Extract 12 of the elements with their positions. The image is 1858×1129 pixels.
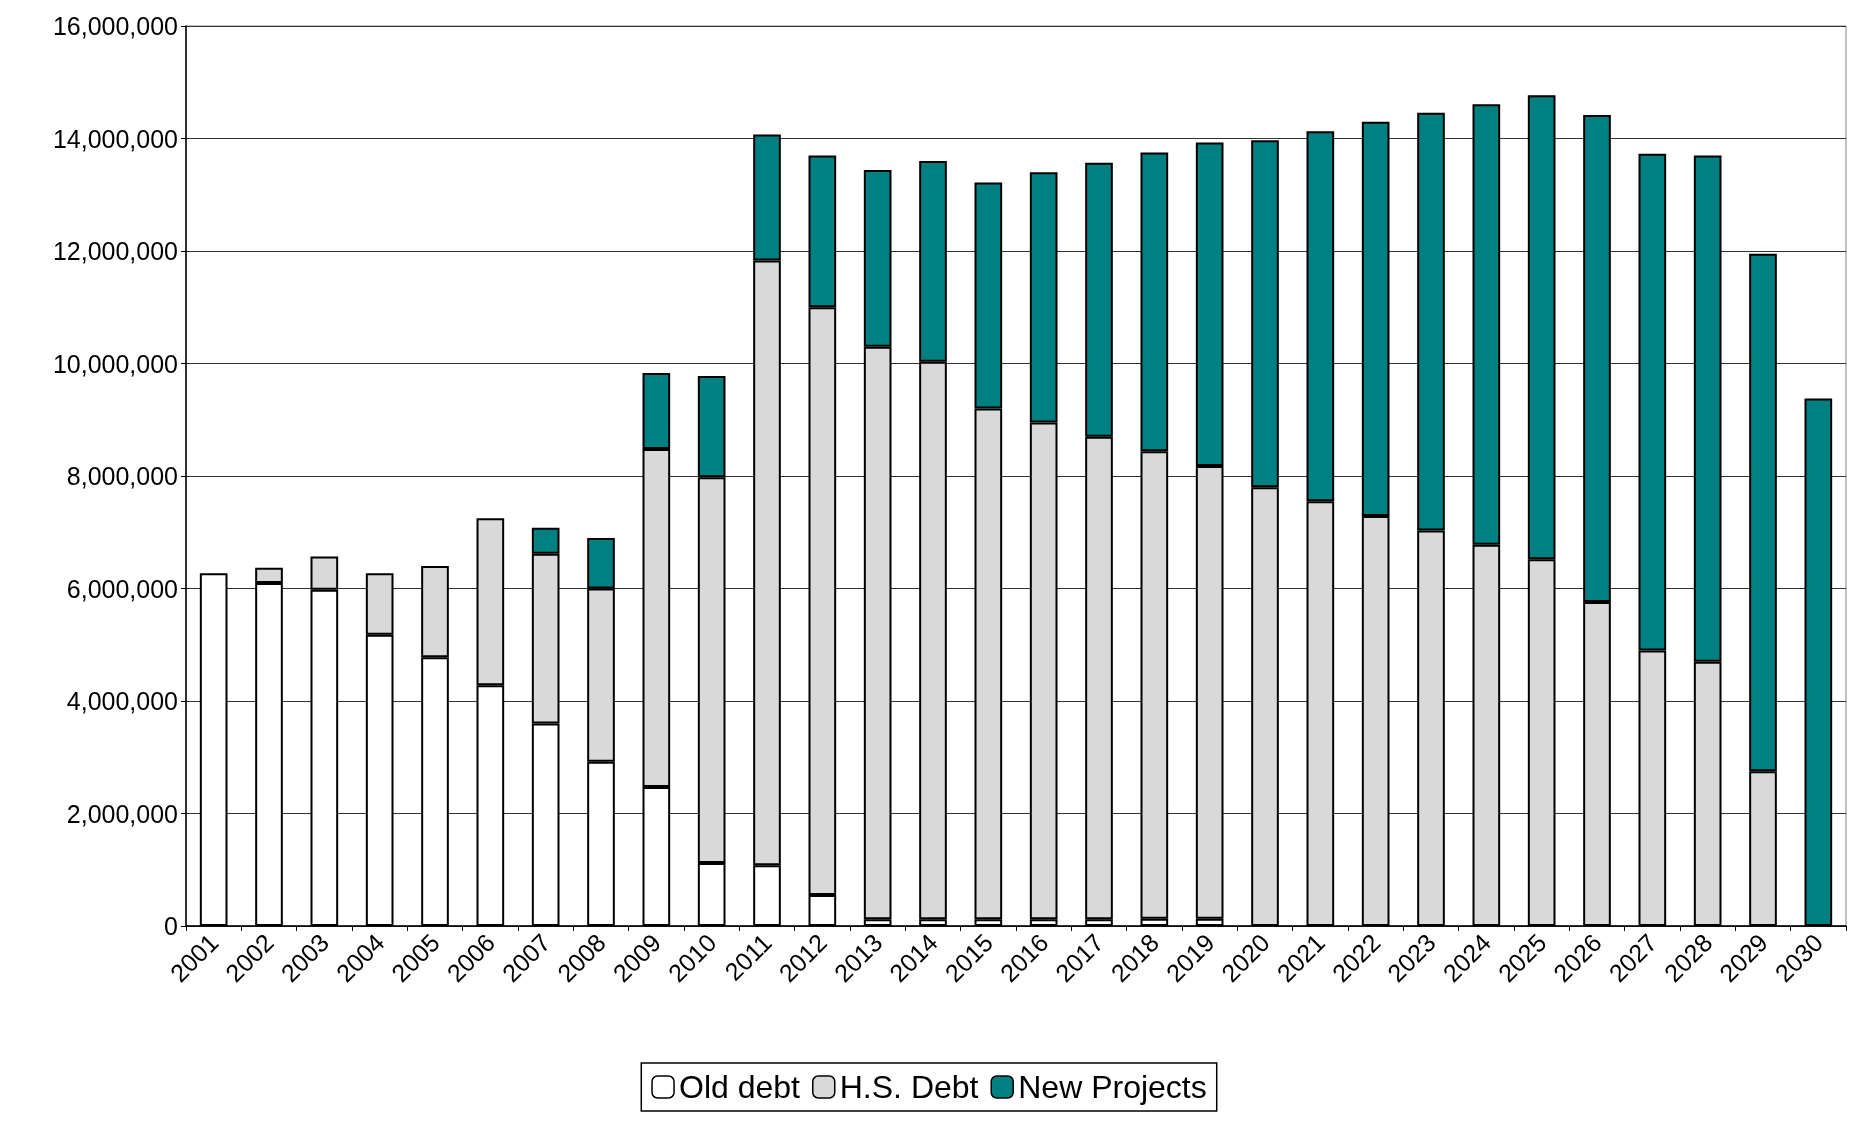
legend-label: H.S. Debt bbox=[839, 1069, 979, 1105]
y-tick-label: 8,000,000 bbox=[66, 462, 178, 490]
y-tick-label: 10,000,000 bbox=[52, 349, 178, 378]
y-tick-label: 16,000,000 bbox=[52, 12, 178, 40]
y-tick-label: 4,000,000 bbox=[66, 687, 178, 715]
y-tick-label: 14,000,000 bbox=[52, 124, 178, 153]
y-tick-label: 6,000,000 bbox=[66, 574, 178, 603]
y-tick-label: 0 bbox=[164, 912, 178, 940]
y-tick-label: 2,000,000 bbox=[66, 799, 178, 828]
legend-label: Old debt bbox=[679, 1069, 801, 1105]
y-tick-label: 12,000,000 bbox=[52, 237, 178, 265]
legend-label: New Projects bbox=[1018, 1069, 1207, 1105]
